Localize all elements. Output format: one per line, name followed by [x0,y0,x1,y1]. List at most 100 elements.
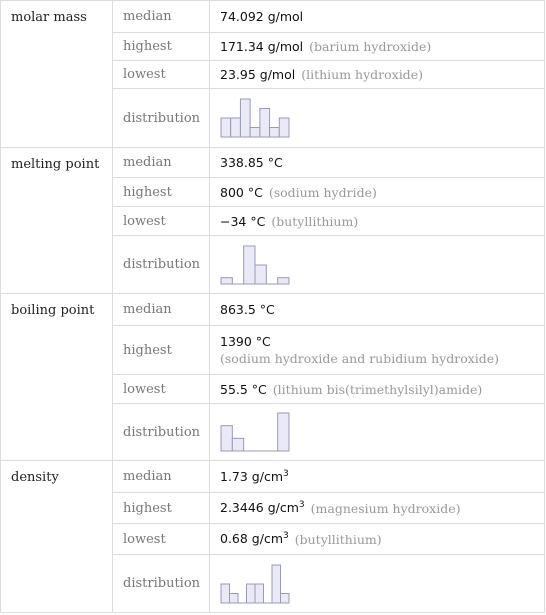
note: (magnesium hydroxide) [310,500,461,516]
value-cell [209,88,545,148]
value: 338.85 °C [220,155,283,170]
value-cell: 171.34 g/mol (barium hydroxide) [209,32,545,61]
histogram-bar [277,276,290,285]
value-cell: 863.5 °C [209,293,545,326]
unit-exponent: 3 [298,500,305,511]
row: highest 1390 °C (sodium hydroxide and rubi… [1,325,545,375]
histogram-bar [220,276,233,285]
row: molar mass median 74.092 g/mol [0,0,545,148]
histogram-bar [269,127,280,138]
row-label: median [112,147,210,178]
property-name: melting point [0,147,113,294]
value: 55.5 °C [220,381,267,397]
value-cell [209,403,545,461]
row-label: lowest [112,374,210,404]
histogram-bar [220,425,233,452]
row: highest 2.3446 g/cm3 (magnesium hydroxide) [1,492,545,524]
unit-exponent: 3 [283,531,289,542]
row-label: distribution [112,235,210,294]
histogram-bar [259,108,271,138]
row-label: distribution [112,403,210,461]
row-label: highest [112,325,210,375]
note: (lithium bis(trimethylsilyl)amide) [272,381,483,397]
histogram [220,564,290,603]
row-label: distribution [112,554,210,613]
value: 171.34 g/mol [220,39,304,54]
histogram-bar [280,592,290,603]
row-label: highest [112,492,210,524]
row: boiling point median 863.5 °C [0,293,545,461]
value-cell: 74.092 g/mol [209,0,545,33]
value-cell: 800 °C (sodium hydride) [209,177,545,207]
value: −34 °C [220,213,266,229]
histogram [220,245,290,285]
row-label: highest [112,177,210,207]
histogram-bar [220,583,230,603]
histogram-bar [229,592,239,603]
row: distribution [1,403,545,461]
note: (sodium hydride) [268,184,377,200]
value: 0.68 g/cm [220,531,284,547]
histogram-bar [277,412,290,452]
row-label: median [112,293,210,326]
histogram-bar [249,127,261,138]
value-cell: 23.95 g/mol (lithium hydroxide) [209,60,545,89]
value-cell: 2.3446 g/cm3 (magnesium hydroxide) [209,492,545,524]
row-label: lowest [112,206,210,236]
value: 863.5 °C [220,302,275,317]
histogram [220,412,290,452]
row: lowest 23.95 g/mol (lithium hydroxide) [1,60,545,89]
row: distribution [1,235,545,294]
value-cell: −34 °C (butyllithium) [209,206,545,236]
histogram-bar [231,437,245,452]
row-label: lowest [112,523,210,555]
row: lowest −34 °C (butyllithium) [1,206,545,236]
note: (barium hydroxide) [309,39,432,54]
note: (butyllithium) [294,531,382,547]
histogram-bar [278,117,290,138]
row: highest 171.34 g/mol (barium hydroxide) [1,32,545,61]
value: 1390 °C [220,334,271,349]
property-name: molar mass [0,0,113,148]
value: 2.3446 g/cm [220,500,299,516]
row: lowest 55.5 °C (lithium bis(trimethylsilyl… [1,374,545,404]
row-label: median [112,460,210,493]
histogram-bar [254,264,267,284]
note: (butyllithium) [271,213,359,229]
value: 74.092 g/mol [220,9,304,24]
histogram-bar [239,98,251,138]
histogram-bar [246,583,256,603]
row-label: lowest [112,60,210,89]
value: 800 °C [220,184,263,200]
property-name: density [0,460,113,613]
row-label: distribution [112,88,210,148]
property-name: boiling point [0,293,113,461]
histogram-bar [271,564,281,603]
row: distribution [1,554,545,613]
histogram-bar [243,245,256,284]
row-label: highest [112,32,210,61]
histogram-bar [220,117,232,138]
note: (lithium hydroxide) [301,67,423,82]
value-cell: 55.5 °C (lithium bis(trimethylsilyl)amide… [209,374,545,404]
histogram [220,98,290,138]
value-cell [209,235,545,294]
row: melting point median 338.85 °C [0,147,545,294]
value-cell [209,554,545,613]
value: 1.73 g/cm [220,469,284,485]
value-cell: 0.68 g/cm3 (butyllithium) [209,523,545,555]
value-cell: 1390 °C (sodium hydroxide and rubidium hy… [209,325,545,375]
value-cell: 338.85 °C [209,147,545,178]
unit-exponent: 3 [283,468,289,479]
row: highest 800 °C (sodium hydride) [1,177,545,207]
value-cell: 1.73 g/cm3 [209,460,545,493]
row: lowest 0.68 g/cm3 (butyllithium) [1,523,545,555]
row-label: median [112,0,210,33]
histogram-bar [230,117,241,138]
note: (sodium hydroxide and rubidium hydroxide… [220,351,500,366]
histogram-bar [254,583,264,603]
row: distribution [1,88,545,148]
row: density median 1.73 g/cm3 [0,460,545,613]
